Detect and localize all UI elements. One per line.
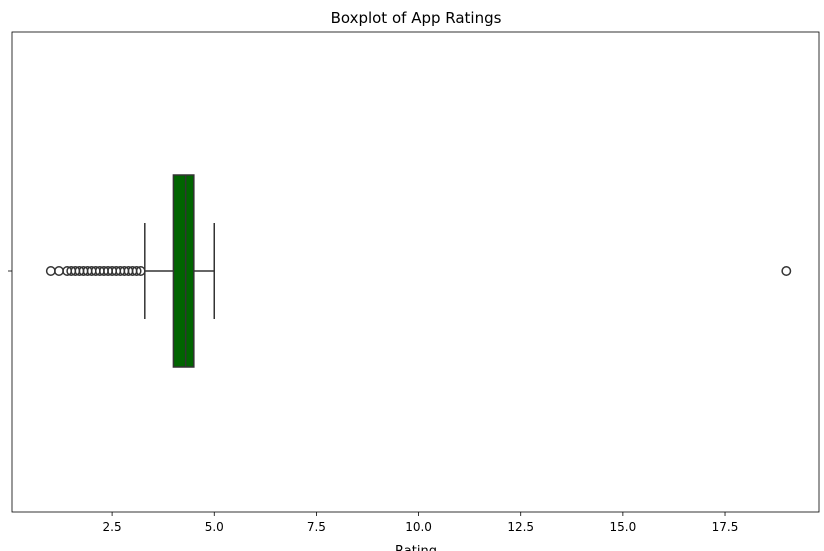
iqr-box <box>172 174 195 368</box>
x-axis: 2.5 5.0 7.5 10.0 12.5 15.0 17.5 <box>8 270 739 534</box>
x-tick-label: 10.0 <box>405 520 432 534</box>
chart-title: Boxplot of App Ratings <box>331 9 502 27</box>
x-tick-label: 5.0 <box>205 520 224 534</box>
outlier-point <box>781 266 792 276</box>
plot-frame <box>11 31 820 513</box>
x-tick-label: 12.5 <box>507 520 534 534</box>
x-axis-label: Rating <box>395 544 437 551</box>
outlier-point <box>54 266 64 276</box>
x-tick-label: 17.5 <box>712 520 739 534</box>
outlier-point <box>131 266 142 276</box>
x-tick-label: 2.5 <box>103 520 122 534</box>
x-tick-label: 7.5 <box>307 520 326 534</box>
outlier-point <box>135 266 146 276</box>
x-tick-label: 15.0 <box>610 520 637 534</box>
marks-layer <box>45 174 792 368</box>
outlier-point <box>45 266 56 276</box>
